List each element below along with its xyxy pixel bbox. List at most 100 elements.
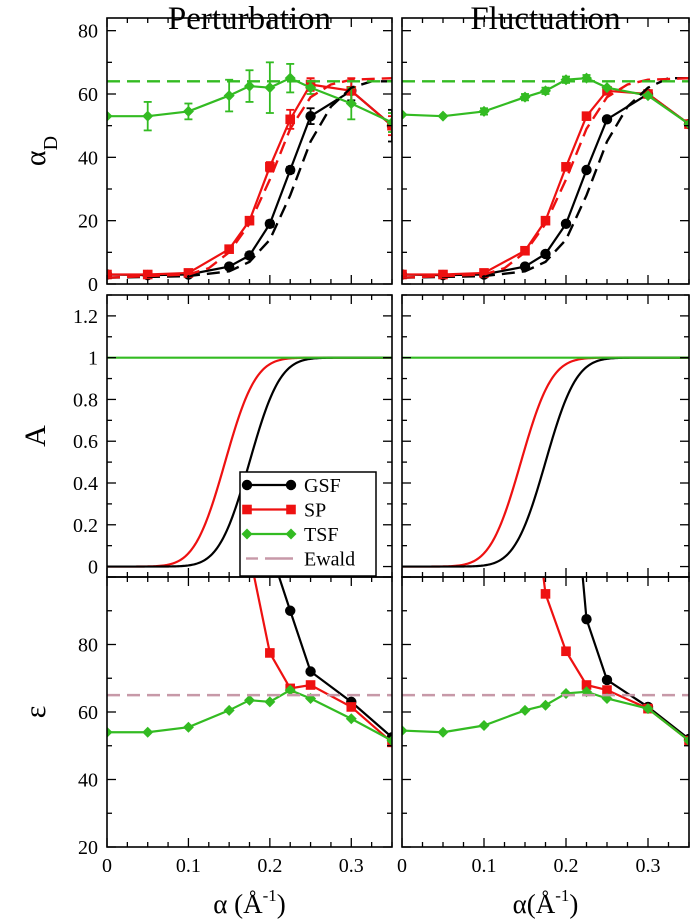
legend-marker xyxy=(242,504,252,515)
legend-entry-tsf: TSF xyxy=(241,524,338,546)
point-tsf xyxy=(264,82,276,94)
point-gsf xyxy=(601,114,613,125)
x-tick-label: 0.3 xyxy=(636,855,661,877)
series-sp-marker-line xyxy=(107,83,392,276)
x-tick-label: 0.1 xyxy=(472,855,497,877)
series-sp-dashed xyxy=(107,76,392,279)
legend-label: TSF xyxy=(304,524,338,546)
point-tsf xyxy=(244,694,255,706)
point-gsf xyxy=(540,248,551,260)
legend-marker xyxy=(241,479,253,491)
y-axis-label-main: α xyxy=(19,150,52,166)
series-gsf-marker-line xyxy=(277,577,392,739)
legend-label: GSF xyxy=(304,475,341,497)
y-tick-label: 0.4 xyxy=(73,473,98,495)
legend-marker xyxy=(241,528,253,540)
point-tsf xyxy=(223,90,235,102)
plot-area xyxy=(402,72,689,281)
axes-frame xyxy=(106,576,393,848)
point-tsf xyxy=(223,704,235,716)
point-tsf xyxy=(142,110,154,122)
y-axis-label-main: ε xyxy=(19,706,52,719)
series-sp-marker-line xyxy=(253,577,392,744)
y-tick-label: 40 xyxy=(78,770,98,792)
series-sp-dashed xyxy=(402,76,689,279)
y-tick-label: 0.6 xyxy=(73,431,98,453)
point-sp xyxy=(602,685,612,695)
point-tsf xyxy=(540,85,551,97)
point-tsf xyxy=(107,726,113,738)
point-tsf xyxy=(402,725,408,737)
point-gsf xyxy=(285,605,296,616)
series-gsf-marker-line xyxy=(581,577,689,740)
point-tsf xyxy=(642,703,654,715)
point-tsf xyxy=(345,713,357,725)
point-tsf xyxy=(345,98,357,109)
axes-frame xyxy=(401,294,690,578)
point-tsf xyxy=(182,105,194,117)
point-tsf xyxy=(560,687,572,699)
x-axis-label-end: ) xyxy=(569,889,578,919)
point-sp xyxy=(107,269,112,280)
panel-eps-fluctuation: 0 0.1 0.2 0.3 α(Å-1) xyxy=(397,576,690,919)
plot-area xyxy=(107,577,392,748)
point-tsf xyxy=(478,720,490,731)
point-gsf xyxy=(601,674,613,686)
point-gsf xyxy=(581,164,592,176)
y-tick-label: 80 xyxy=(78,21,98,43)
series-gsf-dashed xyxy=(107,80,392,279)
x-tick-label: 0.1 xyxy=(176,855,201,877)
y-tick-label: 0.8 xyxy=(73,389,98,411)
x-axis-label-main: α (Å xyxy=(213,889,263,919)
point-tsf xyxy=(244,80,255,92)
legend-marker xyxy=(285,479,297,491)
x-axis-label-main: α(Å xyxy=(513,889,556,919)
y-tick-label: 1 xyxy=(88,348,98,370)
x-axis-label-end: ) xyxy=(277,889,286,919)
x-axis-label-sup: -1 xyxy=(263,886,277,905)
legend-entry-gsf: GSF xyxy=(241,475,341,497)
x-axis-label-sup: -1 xyxy=(555,886,569,905)
series-tsf-marker-line xyxy=(107,76,392,124)
x-tick-label: 0 xyxy=(102,855,112,877)
y-tick-label: 20 xyxy=(78,211,98,233)
point-tsf xyxy=(519,704,531,716)
point-sp xyxy=(285,114,296,125)
x-tick-label: 0.2 xyxy=(554,855,579,877)
axes-frame xyxy=(106,17,393,285)
x-axis-label: α (Å-1) xyxy=(213,886,286,919)
series-tsf-marker-line xyxy=(402,77,689,125)
point-sp xyxy=(183,268,194,278)
legend-marker xyxy=(286,504,296,515)
y-tick-label: 60 xyxy=(78,84,98,106)
legend-box xyxy=(239,471,377,577)
y-axis-label: A xyxy=(19,425,52,447)
legend-entry-sp: SP xyxy=(242,500,326,522)
point-gsf xyxy=(581,613,592,625)
point-sp xyxy=(265,648,275,658)
point-sp xyxy=(581,111,592,121)
x-tick-label: 0.3 xyxy=(339,855,364,877)
point-tsf xyxy=(519,91,531,103)
axes-frame xyxy=(401,17,690,285)
y-tick-label: 20 xyxy=(78,837,98,859)
point-sp xyxy=(224,244,234,254)
panel-eps-perturbation: 20 40 60 80 0 0.1 0.2 0.3 ε α (Å-1) xyxy=(19,576,393,919)
point-sp xyxy=(438,269,448,280)
y-axis-label-sub: D xyxy=(40,136,62,150)
point-tsf xyxy=(683,118,689,130)
point-tsf xyxy=(540,699,551,711)
point-tsf xyxy=(386,735,392,747)
point-tsf xyxy=(107,110,113,122)
series-tsf-marker-line xyxy=(107,688,392,742)
point-tsf xyxy=(437,726,449,738)
panel-title: Fluctuation xyxy=(470,1,620,37)
plot-area xyxy=(107,61,392,281)
point-sp xyxy=(265,162,275,172)
plot-area xyxy=(402,577,689,747)
point-tsf xyxy=(182,721,194,733)
y-tick-label: 1.2 xyxy=(73,306,98,328)
point-gsf xyxy=(560,218,572,230)
point-tsf xyxy=(402,109,408,121)
y-axis-label: αD xyxy=(19,136,62,166)
